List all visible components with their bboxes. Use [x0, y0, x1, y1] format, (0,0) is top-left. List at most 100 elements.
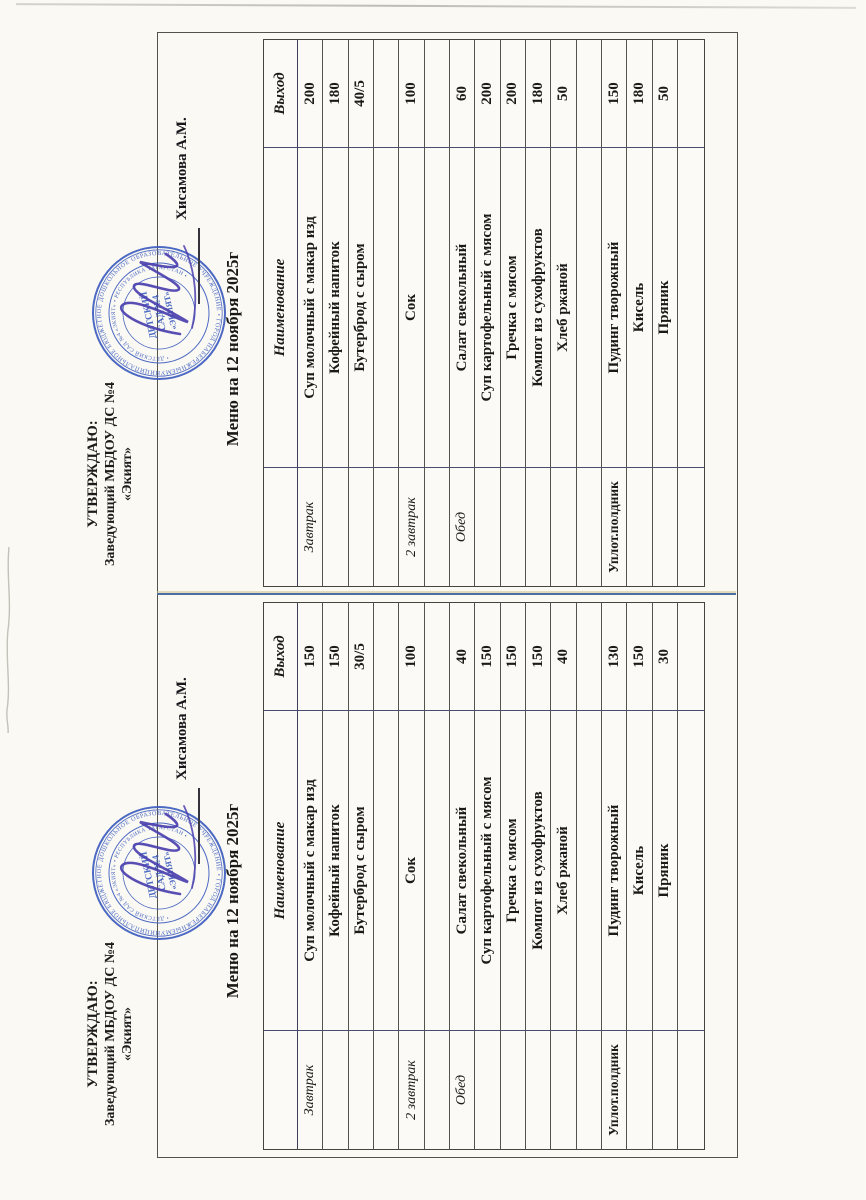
- output-weight-cell: 50: [551, 40, 577, 147]
- signer-name: Хисамова А.М.: [174, 677, 190, 780]
- meal-category-cell: Обед: [450, 467, 476, 586]
- meal-category-cell: [678, 1030, 704, 1149]
- menu-title: Меню на 12 ноября 2025г: [223, 803, 242, 999]
- dish-name-cell: Пряник: [652, 710, 679, 1030]
- dish-name-cell: [576, 710, 603, 1030]
- output-weight-cell: 200: [475, 40, 501, 147]
- dish-name-cell: Суп молочный с макар изд: [298, 147, 324, 467]
- meal-category-cell: Завтрак: [298, 467, 324, 586]
- dish-name-cell: Кофейный напиток: [323, 710, 349, 1030]
- output-weight-cell: 60: [450, 40, 476, 147]
- output-weight-cell: 40: [551, 603, 577, 710]
- meal-category-cell: 2 завтрак: [399, 467, 425, 586]
- dish-name-cell: Кисель: [627, 710, 653, 1030]
- output-weight-cell: 150: [298, 603, 324, 710]
- dish-name-cell: Кофейный напиток: [323, 147, 349, 467]
- output-weight-cell: 200: [298, 40, 324, 147]
- output-weight-cell: [678, 603, 703, 710]
- dish-name-cell: Сок: [399, 147, 425, 467]
- output-weight-cell: 130: [602, 603, 628, 710]
- output-weight-cell: [678, 40, 703, 147]
- meal-category-cell: [374, 1030, 400, 1149]
- output-weight-cell: 180: [526, 40, 552, 147]
- dish-name-cell: Салат свекольный: [450, 710, 476, 1030]
- meal-category-cell: [374, 467, 400, 586]
- signer-name: Хисамова А.М.: [174, 117, 190, 220]
- meal-category-cell: [475, 1030, 501, 1149]
- output-weight-cell: [424, 40, 451, 147]
- header-category-cell: [264, 467, 298, 586]
- meal-category-cell: [348, 1030, 375, 1149]
- dish-name-cell: Суп картофельный с мясом: [475, 147, 501, 467]
- menu-table-top: Наименование Выход Завтрак Суп молочный с м…: [263, 39, 705, 587]
- dish-name-cell: Хлеб ржаной: [551, 710, 577, 1030]
- dish-name-cell: [424, 147, 451, 467]
- dish-name-cell: Пудинг творожный: [602, 147, 628, 467]
- dish-name-cell: Хлеб ржаной: [551, 147, 577, 467]
- approval-line-1: УТВЕРЖДАЮ:: [85, 420, 101, 528]
- output-weight-cell: 180: [627, 40, 653, 147]
- dish-name-cell: [374, 710, 400, 1030]
- meal-category-cell: [627, 1030, 653, 1149]
- scan-artifact-left-mark: [6, 546, 11, 734]
- dish-name-cell: Гречка с мясом: [500, 147, 527, 467]
- dish-name-cell: [576, 147, 603, 467]
- meal-category-cell: [678, 467, 704, 586]
- meal-category-cell: Завтрак: [298, 1030, 324, 1149]
- output-weight-cell: [576, 603, 603, 710]
- dish-name-cell: [424, 710, 451, 1030]
- output-weight-cell: 100: [399, 40, 425, 147]
- meal-category-cell: [526, 467, 552, 586]
- meal-category-cell: [551, 1030, 577, 1149]
- meal-category-cell: Уплот.полдник: [602, 467, 628, 586]
- dish-name-cell: Компот из сухофруктов: [526, 147, 552, 467]
- meal-category-cell: [551, 467, 577, 586]
- dish-name-cell: Бутерброд с сыром: [348, 710, 375, 1030]
- meal-category-cell: [500, 467, 527, 586]
- menu-title: Меню на 12 ноября 2025г: [223, 251, 242, 447]
- meal-category-cell: [424, 467, 451, 586]
- header-category-cell: [264, 1030, 298, 1149]
- dish-name-cell: [678, 147, 704, 467]
- output-weight-cell: 150: [475, 603, 501, 710]
- output-weight-cell: 40: [450, 603, 476, 710]
- output-weight-cell: 30/5: [348, 603, 375, 710]
- dish-name-cell: Пряник: [652, 147, 679, 467]
- output-weight-cell: [424, 603, 451, 710]
- output-weight-cell: 100: [399, 603, 425, 710]
- meal-category-cell: [652, 467, 679, 586]
- output-weight-cell: 150: [323, 603, 349, 710]
- signature: [120, 805, 197, 896]
- menu-section-top: УТВЕРЖДАЮ: Заведующий МБДОУ ДС №4 «Экият…: [0, 38, 866, 600]
- output-weight-cell: 200: [500, 40, 527, 147]
- meal-category-cell: Обед: [450, 1030, 476, 1149]
- output-weight-cell: 150: [602, 40, 628, 147]
- header-output-cell: Выход: [264, 40, 298, 147]
- header-name-cell: Наименование: [264, 710, 298, 1030]
- output-weight-cell: 150: [526, 603, 552, 710]
- dish-name-cell: Бутерброд с сыром: [348, 147, 375, 467]
- output-weight-cell: [576, 40, 603, 147]
- signature-line: [198, 788, 200, 864]
- menu-table-bottom: Наименование Выход Завтрак Суп молочный с м…: [263, 602, 705, 1150]
- meal-category-cell: 2 завтрак: [399, 1030, 425, 1149]
- dish-name-cell: Пудинг творожный: [602, 710, 628, 1030]
- dish-name-cell: Кисель: [627, 147, 653, 467]
- dish-name-cell: Компот из сухофруктов: [526, 710, 552, 1030]
- output-weight-cell: 150: [500, 603, 527, 710]
- dish-name-cell: [374, 147, 400, 467]
- output-weight-cell: 180: [323, 40, 349, 147]
- approval-line-1: УТВЕРЖДАЮ:: [85, 980, 101, 1088]
- meal-category-cell: [323, 467, 349, 586]
- dish-name-cell: Гречка с мясом: [500, 710, 527, 1030]
- meal-category-cell: [652, 1030, 679, 1149]
- meal-category-cell: [576, 1030, 603, 1149]
- output-weight-cell: 150: [627, 603, 653, 710]
- meal-category-cell: [348, 467, 375, 586]
- meal-category-cell: [526, 1030, 552, 1149]
- menu-section-bottom: УТВЕРЖДАЮ: Заведующий МБДОУ ДС №4 «Экият…: [0, 598, 866, 1160]
- meal-category-cell: [500, 1030, 527, 1149]
- meal-category-cell: [576, 467, 603, 586]
